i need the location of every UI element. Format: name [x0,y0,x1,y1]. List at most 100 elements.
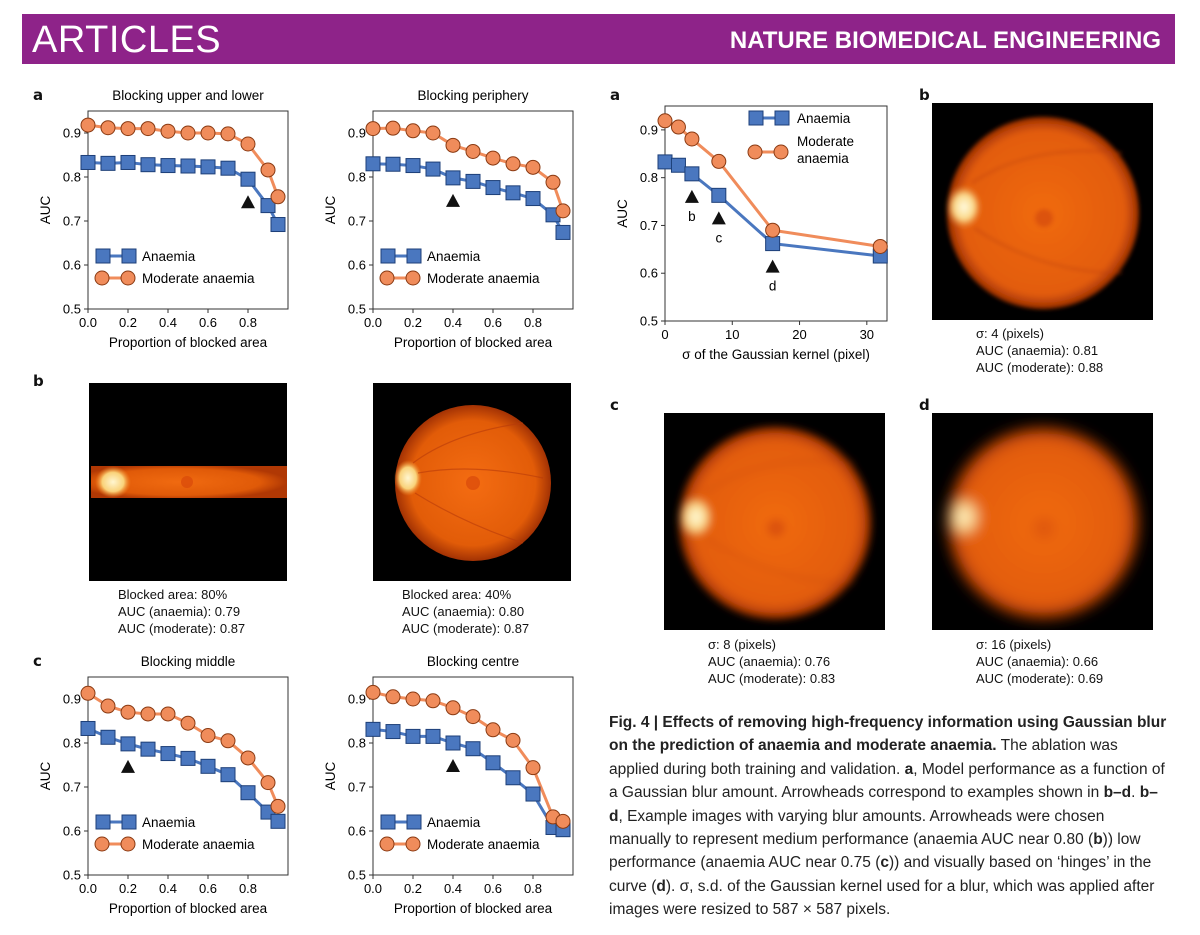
caption-blocked-40: Blocked area: 40% AUC (anaemia): 0.80 AU… [402,586,529,637]
retina-image-blocked-40 [373,383,571,581]
legend-marker-square [380,248,396,264]
figure-caption-text: . [1131,784,1136,802]
data-point-anaemia [120,154,136,170]
x-tick-label: 0.0 [79,315,97,330]
y-tick-label: 0.8 [348,170,366,185]
data-point-anaemia [200,159,216,175]
data-point-anaemia [425,728,441,744]
data-point-anaemia [505,185,521,201]
legend-marker-square [95,248,111,264]
y-axis-label: AUC [323,762,338,791]
arrowhead-label: d [769,279,777,294]
panel-letter-left-c: c [33,652,42,670]
journal-header: ARTICLES NATURE BIOMEDICAL ENGINEERING [22,14,1175,64]
x-tick-label: 0.8 [239,315,257,330]
y-tick-label: 0.6 [348,824,366,839]
caption-line: AUC (anaemia): 0.76 [708,654,831,669]
data-point-anaemia [385,156,401,172]
y-axis-label: AUC [615,199,630,228]
data-point-moderate [160,706,176,722]
data-point-moderate [525,760,541,776]
arrowhead-marker [765,259,780,273]
legend-label-anaemia: Anaemia [142,249,196,264]
legend-marker-square [406,814,422,830]
x-tick-label: 0.8 [524,315,542,330]
caption-line: σ: 16 (pixels) [976,637,1052,652]
chart-svg-upper-lower: Blocking upper and lower 0.5 0.6 0.7 0.8 0.9 0… [38,88,289,350]
legend-marker-circle [405,270,421,286]
data-point-anaemia [140,741,156,757]
x-axis-label: σ of the Gaussian kernel (pixel) [682,347,870,362]
panel-letter-right-b: b [919,86,930,104]
legend-marker-square [406,248,422,264]
data-point-anaemia [220,767,236,783]
data-point-moderate [100,120,116,136]
x-axis-label: Proportion of blocked area [109,335,268,350]
y-tick-label: 0.7 [348,780,366,795]
x-tick-label: 0.4 [444,315,462,330]
legend-marker-circle [379,270,395,286]
chart-title: Blocking periphery [417,88,528,103]
figure-caption-text: ). σ, s.d. of the Gaussian kernel used f… [609,877,1155,919]
data-point-moderate [670,119,686,135]
data-point-moderate [684,131,700,147]
data-point-moderate [200,125,216,141]
data-point-anaemia [180,750,196,766]
caption-line: Blocked area: 80% [118,587,228,602]
data-point-moderate [657,113,673,129]
chart-blocking-upper-lower: Blocking upper and lower 0.5 0.6 0.7 0.8 0.9 0… [30,86,298,371]
legend-marker-square [121,248,137,264]
y-tick-label: 0.5 [348,302,366,317]
plot-frame [372,676,574,876]
legend-marker-square [748,110,764,126]
x-tick-label: 0.2 [404,881,422,896]
plot-frame [372,110,574,310]
x-tick-label: 0.2 [119,315,137,330]
data-point-moderate [220,733,236,749]
y-tick-label: 0.8 [348,736,366,751]
arrowhead-label: c [715,230,722,245]
data-point-moderate [555,203,571,219]
legend-label-anaemia: Anaemia [427,249,481,264]
data-point-moderate [405,123,421,139]
x-tick-label: 0.4 [444,881,462,896]
data-point-anaemia [385,724,401,740]
retina-image-blur-4 [932,103,1153,320]
data-point-anaemia [425,161,441,177]
legend-marker-circle [120,836,136,852]
caption-line: AUC (anaemia): 0.81 [976,343,1099,358]
data-point-anaemia [160,746,176,762]
data-point-anaemia [505,770,521,786]
data-point-moderate [240,750,256,766]
data-point-anaemia [240,171,256,187]
caption-line: AUC (moderate): 0.88 [976,360,1104,375]
legend-marker-circle [379,836,395,852]
arrowhead-marker [711,211,726,225]
data-point-moderate [365,121,381,137]
legend-marker-circle [94,836,110,852]
panel-letter-right-c: c [610,396,619,414]
data-point-moderate [485,150,501,166]
legend-label-anaemia: Anaemia [142,815,196,830]
x-tick-label: 0.6 [484,881,502,896]
data-point-anaemia [80,720,96,736]
x-axis-label: Proportion of blocked area [394,335,553,350]
x-tick-label: 0.6 [484,315,502,330]
figure-caption-title: Fig. 4 | Effects of removing high-freque… [609,714,1167,755]
y-tick-label: 0.5 [640,314,658,329]
caption-blur-4: σ: 4 (pixels) AUC (anaemia): 0.81 AUC (m… [976,325,1103,376]
y-tick-label: 0.9 [640,122,658,137]
caption-blur-8: σ: 8 (pixels) AUC (anaemia): 0.76 AUC (m… [708,636,835,687]
data-point-anaemia [405,158,421,174]
arrowhead-label: b [688,209,696,224]
data-point-moderate [180,125,196,141]
data-point-moderate [120,121,136,137]
y-tick-label: 0.6 [348,258,366,273]
data-point-moderate [505,156,521,172]
caption-line: σ: 4 (pixels) [976,326,1044,341]
data-point-anaemia [555,224,571,240]
plot-frame [664,105,888,322]
figure-caption-ref-b: b [1093,831,1103,849]
data-point-anaemia [445,735,461,751]
plot-frame [87,676,289,876]
